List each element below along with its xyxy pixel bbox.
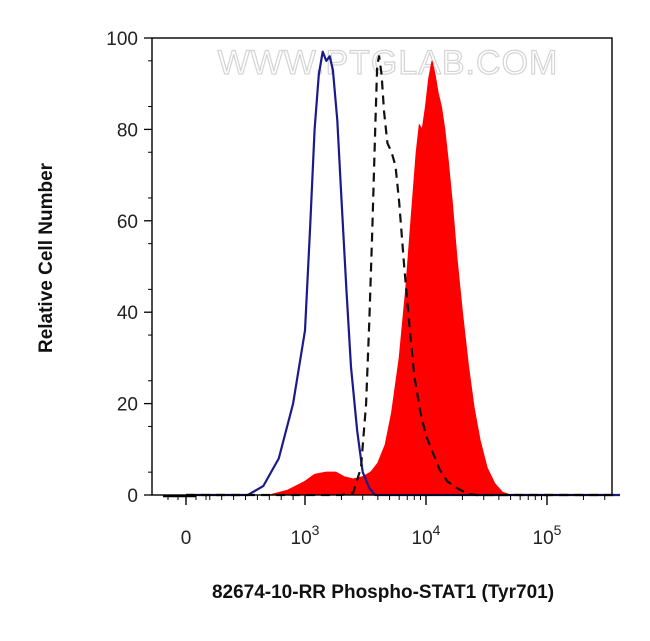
series-unstained-control-line xyxy=(186,55,620,497)
watermark-text: WWW.PTGLAB.COM xyxy=(218,44,559,82)
y-tick-label: 80 xyxy=(117,120,138,141)
x-tick-label: 103 xyxy=(291,522,320,549)
y-tick-label: 0 xyxy=(127,486,138,507)
y-tick-label: 100 xyxy=(106,29,138,50)
x-tick-label: 104 xyxy=(412,522,441,549)
x-tick-label: 105 xyxy=(533,522,562,549)
axes-layer: 0 20 40 60 80 100 0 103 104 105 xyxy=(106,29,606,549)
plot-frame xyxy=(151,37,613,496)
x-axis-title: 82674-10-RR Phospho-STAT1 (Tyr701) xyxy=(212,582,554,603)
series-isotype-control-line xyxy=(186,50,620,497)
y-tick-label: 40 xyxy=(117,303,138,324)
y-tick-label: 60 xyxy=(117,212,138,233)
series-stained-sample-fill xyxy=(186,60,620,496)
x-tick-label: 0 xyxy=(181,528,192,549)
series-layer xyxy=(186,50,620,497)
y-tick-label: 20 xyxy=(117,395,138,416)
y-axis-title: Relative Cell Number xyxy=(36,162,57,353)
